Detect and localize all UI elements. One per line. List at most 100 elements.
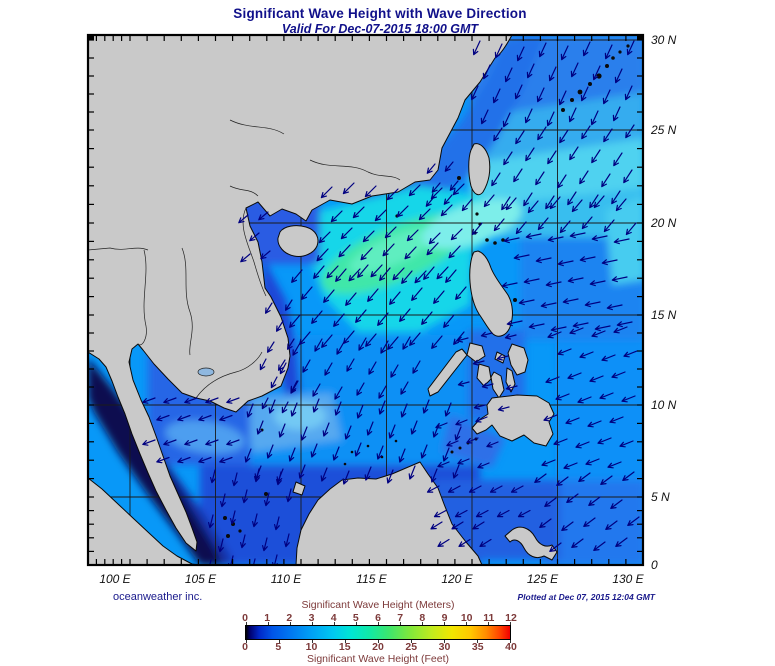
wave-arrow [502,112,511,128]
wave-arrow [246,403,254,418]
wave-arrow [370,264,383,278]
wave-arrow [590,110,599,126]
wave-arrow [483,194,495,208]
wave-arrow [205,397,219,404]
wave-arrow [452,464,460,479]
wave-arrow [571,538,584,548]
wave-arrow [480,331,493,338]
feet-tick-0: 0 [242,641,248,653]
wave-arrow [604,44,613,60]
wave-arrow [504,333,517,340]
wave-arrow [545,376,560,384]
wave-arrow [589,280,606,287]
wave-arrow [454,509,468,518]
wave-arrow [399,308,411,322]
land-layer [88,35,630,565]
wave-arrow [290,402,298,417]
wave-arrow [298,464,306,479]
wave-arrow [581,125,591,140]
wave-arrow [567,277,584,284]
wave-arrow [579,170,589,185]
wave-arrow [547,236,564,243]
wave-arrow [506,320,523,327]
wave-arrow [456,336,469,343]
wave-arrow [603,219,615,233]
wave-arrow [471,222,483,236]
wave-arrow [482,64,491,80]
wave-arrow [163,439,177,446]
taiwan-island [468,143,491,196]
feet-tick-40: 40 [505,641,517,653]
wave-arrow [254,468,260,483]
wave-arrow [524,108,533,124]
wave-arrow [364,185,377,198]
meters-tick-7: 7 [397,612,404,624]
wave-arrow [580,86,589,102]
wave-arrow [387,336,399,350]
wave-arrow [583,517,596,527]
wave-arrow [338,244,351,258]
wave-arrow [544,497,557,507]
wave-arrow [479,538,492,547]
wave-arrow [570,62,579,78]
wave-arrow [336,341,345,355]
wave-arrow [384,226,397,239]
wave-arrow [320,467,328,482]
wave-arrow [348,268,361,282]
lat-label-10n: 10 N [651,398,677,412]
wave-arrow [587,420,602,428]
wave-arrow [240,253,251,263]
lat-label-20n: 20 N [650,216,677,230]
wave-arrow [440,204,453,217]
wave-arrow [480,109,489,125]
wave-arrow [352,206,365,219]
wave-arrow [430,521,443,530]
wave-arrow [535,257,552,264]
wave-arrow [623,169,633,184]
wave-arrow [555,393,570,401]
colorbar-meters-label: Significant Wave Height (Meters) [301,599,455,611]
wave-arrow [313,265,325,279]
wave-arrow [615,537,628,547]
wave-arrow [356,382,365,396]
wave-arrow [426,242,439,256]
wave-arrow [177,456,191,464]
wave-arrow [422,399,430,414]
lon-label-125e: 125 E [527,572,559,586]
meters-tick-6: 6 [375,612,381,624]
wave-arrow [428,232,441,245]
colorbar-gradient-bar [245,622,511,643]
wave-arrow [569,327,584,335]
wave-arrow [219,456,233,464]
wave-arrow [264,492,270,507]
wave-arrow [377,312,389,326]
wave-arrow [360,247,373,261]
wave-arrow [281,401,289,414]
wave-arrow [156,456,170,464]
wave-arrow [435,422,448,429]
wave-arrow [420,444,428,459]
wave-arrow [404,246,417,260]
wave-arrow [284,533,290,548]
wave-arrow [318,231,331,244]
wave-arrow [597,437,612,445]
wave-arrow [406,229,419,242]
wave-arrow [557,260,574,267]
wave-arrow [623,350,638,358]
wave-arrow [457,380,470,387]
wave-arrow [501,196,511,211]
wave-arrow [589,375,604,383]
wave-arrow [276,320,284,332]
wave-arrow [523,192,533,207]
wave-arrow [430,468,438,483]
wave-arrow [611,371,626,379]
wave-arrow [449,180,459,191]
wave-arrow [518,299,535,306]
wave-arrow [423,266,435,280]
meters-tick-12: 12 [505,612,517,624]
wave-arrow [378,400,386,415]
wave-arrow [262,537,268,552]
wave-arrow [517,509,531,518]
wave-arrow [455,419,468,426]
